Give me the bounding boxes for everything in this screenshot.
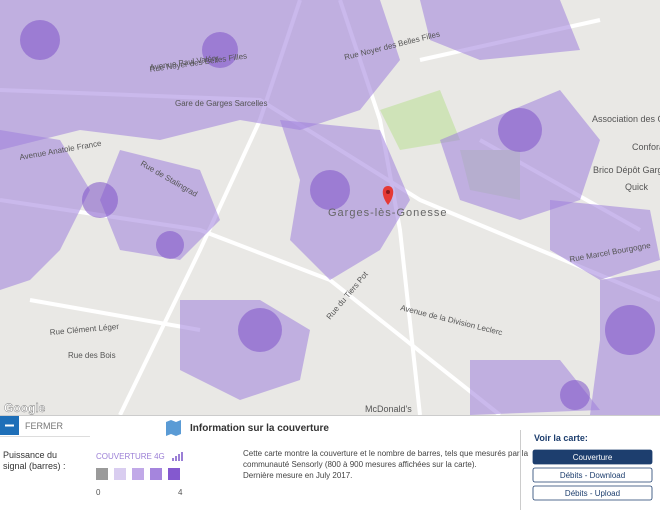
legend-swatch bbox=[132, 468, 144, 480]
poi: Conforama bbox=[632, 142, 660, 152]
button-bg bbox=[532, 449, 653, 465]
view-title: Voir la carte: bbox=[534, 433, 588, 443]
close-button[interactable]: FERMER bbox=[0, 416, 64, 435]
legend-max: 4 bbox=[178, 488, 183, 497]
street-label: Rue des Bois bbox=[68, 351, 116, 360]
legend-swatch bbox=[114, 468, 126, 480]
map-button[interactable]: Débits - Download bbox=[532, 467, 653, 483]
legend-label: COUVERTURE 4G bbox=[96, 452, 165, 461]
signal-bar bbox=[178, 454, 180, 461]
legend-min: 0 bbox=[96, 488, 101, 497]
description: communauté Sensorly (800 à 900 mesures a… bbox=[243, 460, 477, 469]
poi: McDonald's bbox=[365, 404, 412, 414]
button-bg bbox=[532, 485, 653, 501]
park bbox=[380, 90, 460, 150]
map-icon bbox=[166, 420, 181, 436]
signal-label: signal (barres) : bbox=[3, 461, 66, 471]
poi: Brico Dépôt Garges bbox=[593, 165, 660, 175]
description: Cette carte montre la couverture et le n… bbox=[243, 449, 529, 458]
map[interactable]: Rue Noyer des Belles Filles Rue Noyer de… bbox=[0, 0, 660, 417]
pin bbox=[382, 186, 394, 205]
button-label: Couverture bbox=[573, 453, 613, 462]
place-label: Garges-lès-Gonesse bbox=[328, 207, 448, 219]
map-button[interactable]: Couverture bbox=[532, 449, 653, 465]
signal-bar bbox=[181, 452, 183, 461]
description: Dernière mesure en July 2017. bbox=[243, 471, 352, 480]
coverage-strong bbox=[20, 20, 655, 410]
button-label: Débits - Upload bbox=[565, 489, 620, 498]
poi: Association des Commerçants Cora... bbox=[592, 114, 660, 124]
signal-label: Puissance du bbox=[3, 450, 57, 460]
legend-swatch bbox=[96, 468, 108, 480]
buttons: Couverture Débits - Download Débits - Uplo… bbox=[532, 449, 653, 501]
attribution: Google bbox=[4, 401, 46, 415]
poi: Quick bbox=[625, 182, 649, 192]
station-label: Gare de Garges Sarcelles bbox=[175, 99, 268, 108]
panel: FERMER Information sur la couverture Pui… bbox=[0, 415, 660, 517]
button-label: Débits - Download bbox=[560, 471, 625, 480]
legend bbox=[96, 452, 183, 480]
close-label: FERMER bbox=[25, 421, 64, 431]
panel-title: Information sur la couverture bbox=[190, 423, 329, 434]
map-button[interactable]: Débits - Upload bbox=[532, 485, 653, 501]
signal-bar bbox=[175, 456, 177, 461]
button-bg bbox=[532, 467, 653, 483]
signal-bar bbox=[172, 458, 174, 461]
pin-dot bbox=[386, 190, 390, 194]
legend-swatch bbox=[150, 468, 162, 480]
legend-swatch bbox=[168, 468, 180, 480]
